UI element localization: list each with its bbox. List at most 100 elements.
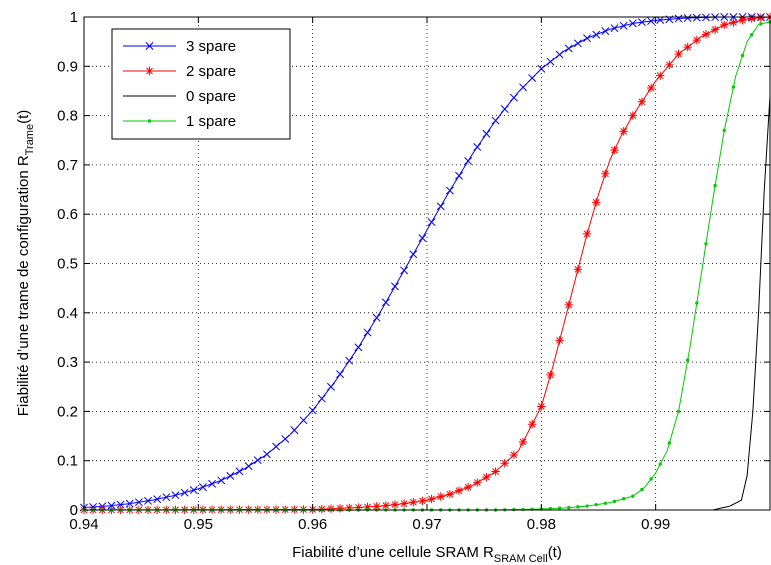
data-point-3-spare xyxy=(400,266,409,275)
data-point-3-spare xyxy=(647,17,656,25)
data-point-3-spare xyxy=(153,495,162,504)
data-point-3-spare xyxy=(308,406,317,415)
legend-label-1-spare: 1 spare xyxy=(186,113,236,130)
x-tick-label: 0.95 xyxy=(184,516,213,533)
data-point-3-spare xyxy=(134,498,143,507)
data-point-2-spare xyxy=(546,370,555,380)
data-point-3-spare xyxy=(583,34,592,43)
data-point-1-spare xyxy=(713,183,717,188)
data-point-1-spare xyxy=(612,499,617,504)
x-tick-label: 0.99 xyxy=(641,516,670,533)
data-point-2-spare xyxy=(463,482,473,492)
legend-marker-2-spare xyxy=(145,66,154,76)
data-point-3-spare xyxy=(656,16,665,25)
data-point-1-spare xyxy=(649,477,653,481)
data-point-2-spare xyxy=(518,437,528,447)
data-point-3-spare xyxy=(445,186,454,195)
data-point-3-spare xyxy=(464,157,473,165)
data-point-3-spare xyxy=(418,234,427,243)
data-point-3-spare xyxy=(482,129,491,138)
legend-box xyxy=(111,28,291,140)
data-point-3-spare xyxy=(537,64,546,73)
data-point-3-spare xyxy=(345,356,354,365)
data-point-3-spare xyxy=(564,44,573,53)
data-point-3-spare xyxy=(409,250,418,259)
y-tick-label: 0.7 xyxy=(57,157,78,174)
y-tick-label: 0 xyxy=(70,502,78,519)
data-point-1-spare xyxy=(594,502,598,507)
data-point-3-spare xyxy=(281,434,290,443)
data-point-3-spare xyxy=(144,496,152,505)
data-point-2-spare xyxy=(582,229,592,239)
data-point-3-spare xyxy=(299,416,308,425)
data-point-3-spare xyxy=(592,30,601,39)
data-point-1-spare xyxy=(695,301,699,305)
data-point-2-spare xyxy=(646,83,656,93)
data-point-2-spare xyxy=(610,145,619,155)
data-point-1-spare xyxy=(740,53,745,58)
y-tick-label: 0.4 xyxy=(57,305,78,322)
data-point-1-spare xyxy=(557,506,562,510)
data-point-2-spare xyxy=(710,25,720,34)
data-point-1-spare xyxy=(621,497,626,501)
data-point-2-spare xyxy=(491,467,500,476)
data-point-2-spare xyxy=(354,503,363,512)
data-point-3-spare xyxy=(272,442,281,451)
data-point-2-spare xyxy=(656,71,665,80)
y-tick-label: 0.3 xyxy=(57,354,78,371)
data-point-3-spare xyxy=(262,450,271,459)
data-point-3-spare xyxy=(372,313,381,322)
data-point-3-spare xyxy=(327,382,335,391)
y-tick-label: 1 xyxy=(70,9,78,26)
data-point-2-spare xyxy=(701,30,711,39)
data-point-2-spare xyxy=(537,402,546,411)
data-point-1-spare xyxy=(603,501,608,505)
data-point-3-spare xyxy=(455,171,463,180)
data-point-2-spare xyxy=(619,127,628,136)
data-point-3-spare xyxy=(381,298,390,307)
data-point-1-spare xyxy=(631,494,635,498)
data-point-3-spare xyxy=(427,218,436,227)
data-point-2-spare xyxy=(564,300,573,310)
data-point-1-spare xyxy=(704,242,708,246)
data-point-1-spare xyxy=(676,409,681,414)
x-tick-label: 0.94 xyxy=(69,516,98,533)
data-point-3-spare xyxy=(363,328,372,337)
data-point-2-spare xyxy=(720,20,729,30)
data-point-1-spare xyxy=(731,85,736,89)
data-point-3-spare xyxy=(546,57,555,66)
data-point-1-spare xyxy=(576,505,580,509)
data-point-3-spare xyxy=(171,491,180,500)
y-axis-title: Fiabilité d’une trame de configuration R… xyxy=(15,110,36,417)
data-point-3-spare xyxy=(619,21,628,30)
data-point-2-spare xyxy=(473,478,482,487)
data-point-3-spare xyxy=(354,343,363,352)
x-axis-title: Fiabilité d’une cellule SRAM RSRAM Cell(… xyxy=(292,544,562,565)
data-point-2-spare xyxy=(500,459,509,468)
data-point-3-spare xyxy=(509,93,518,102)
data-point-2-spare xyxy=(692,35,702,45)
data-point-2-spare xyxy=(363,502,372,512)
data-point-3-spare xyxy=(125,499,134,508)
data-point-2-spare xyxy=(747,14,756,23)
data-point-1-spare xyxy=(658,462,662,466)
data-point-2-spare xyxy=(738,15,747,25)
y-tick-label: 0.5 xyxy=(57,256,78,273)
data-point-1-spare xyxy=(585,504,589,508)
y-tick-label: 0.1 xyxy=(57,453,78,470)
data-point-2-spare xyxy=(482,472,491,482)
data-point-2-spare xyxy=(601,169,610,178)
data-point-2-spare xyxy=(527,420,537,429)
legend-marker-1-spare xyxy=(147,119,152,123)
data-point-2-spare xyxy=(628,111,637,120)
data-point-3-spare xyxy=(528,74,537,82)
data-point-2-spare xyxy=(345,503,354,513)
data-point-2-spare xyxy=(665,60,674,70)
data-point-2-spare xyxy=(592,198,601,207)
data-point-1-spare xyxy=(640,487,644,492)
data-point-3-spare xyxy=(290,426,299,435)
legend-label-3-spare: 3 spare xyxy=(186,38,236,55)
x-tick-label: 0.98 xyxy=(527,516,556,533)
data-point-2-spare xyxy=(555,336,564,345)
